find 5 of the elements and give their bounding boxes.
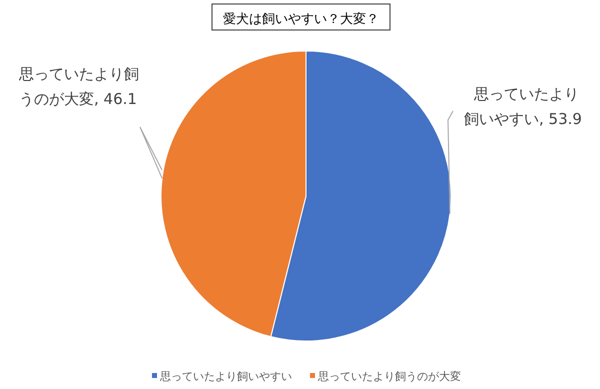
legend-label: 思っていたより飼いやすい (159, 370, 292, 383)
legend-label: 思っていたより飼うのが大変 (317, 370, 461, 383)
data-label: 思っていたより飼うのが大変, 46.1 (19, 64, 140, 110)
chart-title: 愛犬は飼いやすい？大変？ (223, 11, 379, 27)
data-label: 思っていたより飼いやすい, 53.9 (464, 84, 583, 130)
